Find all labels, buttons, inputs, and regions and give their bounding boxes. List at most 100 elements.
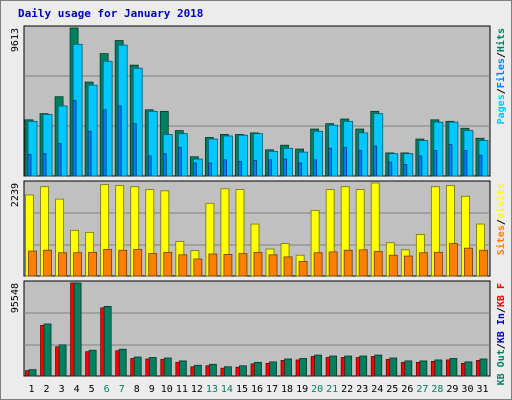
bar-files bbox=[117, 105, 122, 177]
bar-sites bbox=[148, 253, 158, 277]
legend-entry: / bbox=[496, 219, 507, 225]
day-label: 15 bbox=[236, 384, 248, 395]
bar-kb-out bbox=[208, 363, 217, 377]
bar-pages bbox=[223, 135, 233, 177]
bar-kb-out bbox=[464, 361, 473, 377]
y-max-label-kbf-kbin-kbout: 95548 bbox=[10, 283, 21, 313]
bar-files bbox=[328, 147, 333, 177]
bar-sites bbox=[464, 247, 473, 277]
bar-files bbox=[373, 145, 378, 177]
legend-entry: KB Out bbox=[496, 349, 507, 385]
day-label: 28 bbox=[431, 384, 443, 395]
legend-entry: / bbox=[496, 52, 507, 58]
legend-entry: / bbox=[496, 343, 507, 349]
bar-sites bbox=[283, 256, 293, 277]
bar-sites bbox=[268, 254, 278, 277]
bar-files bbox=[57, 143, 62, 177]
day-label: 1 bbox=[29, 384, 35, 395]
bar-sites bbox=[388, 254, 398, 277]
bar-kb-out bbox=[269, 361, 277, 377]
day-label: 8 bbox=[134, 384, 140, 395]
bar-files bbox=[388, 161, 393, 177]
bar-files bbox=[147, 155, 152, 177]
bar-sites bbox=[313, 252, 323, 277]
legend-entry: / bbox=[496, 307, 507, 313]
legend-visits-sites: Sites/Visits bbox=[495, 183, 507, 255]
bar-files bbox=[192, 162, 197, 177]
bar-files bbox=[42, 153, 47, 177]
bar-kb-out bbox=[284, 358, 292, 377]
bar-pages bbox=[42, 114, 53, 177]
day-label: 19 bbox=[296, 384, 308, 395]
bar-files bbox=[463, 150, 468, 177]
bar-kb-out bbox=[88, 349, 97, 377]
bar-kb-out bbox=[43, 323, 52, 377]
bar-files bbox=[223, 159, 227, 177]
day-label: 13 bbox=[206, 384, 218, 395]
bar-files bbox=[343, 147, 348, 177]
bar-files bbox=[27, 154, 32, 177]
day-label: 20 bbox=[311, 384, 323, 395]
bar-files bbox=[87, 130, 92, 177]
bar-sites bbox=[479, 249, 488, 277]
bar-files bbox=[418, 155, 423, 177]
bar-sites bbox=[208, 253, 218, 277]
bar-kb-out bbox=[224, 366, 232, 377]
chart-title: Daily usage for January 2018 bbox=[18, 7, 204, 20]
bar-kb-out bbox=[254, 361, 262, 377]
bar-sites bbox=[298, 261, 308, 277]
bar-kb-out bbox=[449, 358, 458, 377]
day-label: 29 bbox=[446, 384, 458, 395]
bar-kb-out bbox=[344, 355, 353, 377]
bar-sites bbox=[118, 249, 128, 277]
legend-kbf-kbin-kbout: KB Out/KB In/KB F bbox=[496, 283, 507, 385]
day-label: 2 bbox=[44, 384, 50, 395]
bar-kb-out bbox=[479, 358, 488, 377]
bar-kb-out bbox=[58, 344, 67, 377]
day-label: 9 bbox=[149, 384, 155, 395]
bar-pages bbox=[207, 138, 218, 177]
bar-sites bbox=[403, 255, 413, 277]
bar-files bbox=[102, 109, 107, 177]
y-max-label-visits-sites: 2239 bbox=[10, 183, 21, 207]
y-max-label-hits-files-pages: 9613 bbox=[10, 28, 21, 52]
day-label: 26 bbox=[401, 384, 413, 395]
bar-sites bbox=[103, 249, 113, 277]
bar-sites bbox=[223, 254, 233, 277]
bar-kb-out bbox=[103, 306, 112, 377]
bar-pages bbox=[27, 120, 38, 177]
bar-kb-out bbox=[404, 360, 413, 377]
bar-pages bbox=[253, 133, 263, 177]
day-label: 3 bbox=[59, 384, 65, 395]
bar-files bbox=[478, 154, 483, 177]
bar-kb-out bbox=[374, 354, 383, 377]
bar-kb-out bbox=[359, 355, 368, 377]
bar-pages bbox=[87, 84, 98, 177]
bar-pages bbox=[238, 134, 248, 177]
day-label: 25 bbox=[386, 384, 398, 395]
day-label: 23 bbox=[356, 384, 368, 395]
day-label: 22 bbox=[341, 384, 353, 395]
day-label: 16 bbox=[251, 384, 263, 395]
bar-pages bbox=[433, 121, 444, 177]
bar-files bbox=[448, 144, 453, 177]
legend-entry: Hits bbox=[495, 28, 507, 52]
day-label: 5 bbox=[89, 384, 95, 395]
bar-pages bbox=[57, 105, 68, 177]
bar-sites bbox=[418, 252, 428, 277]
bar-files bbox=[177, 147, 182, 177]
bar-files bbox=[313, 159, 318, 177]
bar-sites bbox=[433, 251, 443, 277]
legend-hits-files-pages: Pages/Files/Hits bbox=[495, 28, 507, 124]
bar-sites bbox=[238, 253, 248, 277]
bar-kb-out bbox=[389, 357, 398, 377]
bar-kb-out bbox=[239, 365, 247, 377]
bar-kb-out bbox=[434, 359, 443, 377]
bar-kb-out bbox=[148, 357, 157, 377]
bar-kb-out bbox=[419, 360, 428, 377]
day-label: 24 bbox=[371, 384, 383, 395]
bar-sites bbox=[178, 254, 188, 277]
bar-sites bbox=[43, 249, 52, 277]
legend-entry: Pages bbox=[496, 94, 507, 124]
bar-sites bbox=[373, 251, 383, 277]
